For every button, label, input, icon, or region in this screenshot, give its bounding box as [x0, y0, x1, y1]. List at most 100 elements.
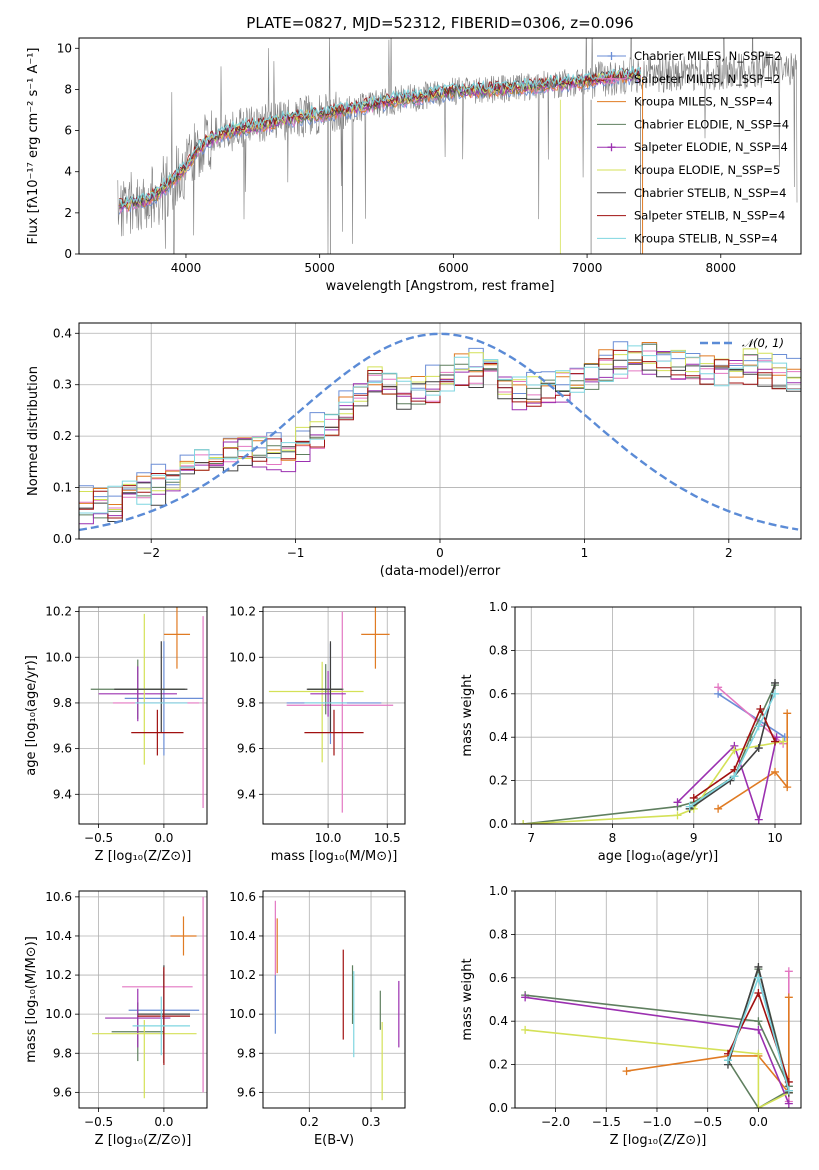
- y-tick-label: 0.4: [489, 730, 508, 744]
- data-point-marker: [754, 815, 763, 824]
- errorbar-point: [163, 607, 191, 669]
- axes-frame: [514, 890, 802, 1109]
- y-tick-label: 0.4: [489, 1014, 508, 1028]
- data-point-marker: [673, 811, 682, 820]
- weight-series-line: [717, 713, 788, 810]
- y-tick-label: 0.1: [53, 481, 72, 495]
- y-tick-label: 10.0: [45, 1007, 72, 1021]
- weight-series-line: [689, 693, 776, 808]
- model-series-line: [119, 68, 642, 209]
- panel-weight-vs-age: 7 8 9 10 0.0 0.2 0.4 0.6 0.8 1.0 age [log₁₀(age/yr…: [460, 600, 802, 864]
- y-tick-label: 9.8: [53, 696, 72, 710]
- data-point-marker: [730, 746, 739, 755]
- data-point-marker: [784, 967, 793, 976]
- legend-entry-label: Chabrier MILES, N_SSP=2: [634, 49, 781, 63]
- y-tick-label: 10.0: [229, 650, 256, 664]
- x-axis-label: E(B-V): [314, 1133, 354, 1148]
- x-tick-label: 9: [690, 831, 698, 845]
- y-tick-label: 2: [64, 206, 72, 220]
- y-tick-label: 9.8: [53, 1046, 72, 1060]
- errorbar-point: [105, 988, 171, 1048]
- axes-frame: [262, 890, 406, 1109]
- data-point-marker: [771, 689, 779, 698]
- axes-frame: [514, 606, 802, 825]
- axes-frame: [78, 37, 802, 255]
- y-tick-label: 0.0: [53, 532, 72, 546]
- panel-mass-vs-Z: −0.5 0.0 9.6 9.8 10.0 10.2 10.4 10.6 Z [log₁₀(Z/…: [24, 890, 208, 1148]
- axes-frame: [262, 606, 406, 825]
- errorbar-point: [124, 641, 204, 756]
- legend-entry-label: Chabrier ELODIE, N_SSP=4: [634, 117, 789, 131]
- data-point-marker: [784, 993, 793, 1002]
- plot-area: [92, 896, 204, 1099]
- errorbar-point: [170, 916, 197, 956]
- plot-area: [268, 607, 394, 813]
- x-tick-label: 0: [436, 546, 444, 560]
- data-point-marker: [754, 1025, 763, 1034]
- grid-lines: [263, 891, 405, 1108]
- data-point-marker: [756, 704, 765, 713]
- data-point-marker: [783, 709, 792, 718]
- y-tick-label: 0.2: [489, 1058, 508, 1072]
- x-tick-label: −0.5: [693, 1115, 722, 1129]
- data-point-marker: [519, 820, 528, 824]
- errorbar-point: [131, 709, 184, 756]
- y-tick-label: 10.2: [229, 968, 256, 982]
- y-tick-label: 0.6: [489, 971, 508, 985]
- x-tick-label: 0.3: [361, 1115, 380, 1129]
- histogram-series-line: [79, 342, 801, 505]
- y-tick-label: 9.6: [237, 1085, 256, 1099]
- y-axis-label: age [log₁₀(age/yr)]: [24, 655, 39, 776]
- x-tick-label: 2: [725, 546, 733, 560]
- data-point-marker: [521, 1025, 530, 1034]
- weight-series-line: [693, 707, 776, 799]
- legend-entry-label: Salpeter STELIB, N_SSP=4: [634, 209, 785, 223]
- y-axis-label: mass [log₁₀(M/M⊙)]: [24, 936, 39, 1063]
- x-tick-label: 4000: [171, 261, 202, 275]
- y-tick-label: 6: [64, 124, 72, 138]
- x-tick-label: 0.2: [300, 1115, 319, 1129]
- plot-area: [79, 332, 801, 532]
- x-axis-label: age [log₁₀(age/yr)]: [598, 849, 719, 864]
- errorbar-point: [310, 670, 346, 717]
- x-tick-label: 10.5: [374, 831, 401, 845]
- legend-entry-label: Salpeter ELODIE, N_SSP=4: [634, 140, 788, 154]
- y-tick-label: 0: [64, 247, 72, 261]
- x-axis-label: (data-model)/error: [380, 564, 501, 579]
- x-tick-label: 10.0: [315, 831, 342, 845]
- x-tick-label: 0.0: [749, 1115, 768, 1129]
- histogram-series-line: [79, 350, 801, 509]
- data-point-marker: [714, 804, 723, 813]
- data-point-marker: [784, 1099, 793, 1108]
- y-tick-label: 9.6: [53, 1085, 72, 1099]
- axes-frame: [78, 606, 208, 825]
- data-point-marker: [622, 1067, 631, 1076]
- x-tick-label: 8: [609, 831, 617, 845]
- x-tick-label: −1.5: [592, 1115, 621, 1129]
- y-tick-label: 9.4: [53, 787, 72, 801]
- y-tick-label: 9.6: [237, 742, 256, 756]
- y-tick-label: 0.2: [53, 429, 72, 443]
- y-tick-label: 9.6: [53, 742, 72, 756]
- legend: 𝒩(0, 1): [700, 336, 784, 350]
- y-tick-label: 0.3: [53, 378, 72, 392]
- y-tick-label: 10.2: [45, 605, 72, 619]
- legend-entry-label: Kroupa STELIB, N_SSP=4: [634, 231, 778, 245]
- y-tick-label: 9.4: [237, 787, 256, 801]
- x-axis-label: Z [log₁₀(Z/Z⊙)]: [95, 1133, 192, 1148]
- y-axis-label: mass weight: [460, 674, 475, 756]
- errorbar-point: [361, 607, 390, 669]
- model-series-line: [118, 73, 642, 215]
- x-axis-label: wavelength [Angstrom, rest frame]: [326, 279, 555, 294]
- x-axis-label: Z [log₁₀(Z/Z⊙)]: [95, 849, 192, 864]
- x-tick-label: 1: [581, 546, 589, 560]
- x-axis-label: mass [log₁₀(M/M⊙)]: [271, 849, 398, 864]
- data-point-marker: [607, 143, 616, 152]
- panel-weight-vs-Z: −2.0 −1.5 −1.0 −0.5 0.0 0.0 0.2 0.4 0.6 0.8 1.0 Z […: [460, 884, 802, 1148]
- plot-area: [521, 962, 793, 1108]
- y-axis-label: Normed distribution: [26, 366, 41, 496]
- x-tick-label: 8000: [706, 261, 737, 275]
- errorbar-point: [132, 996, 191, 1056]
- weight-series-line: [676, 737, 778, 823]
- errorbar-point: [137, 967, 191, 1065]
